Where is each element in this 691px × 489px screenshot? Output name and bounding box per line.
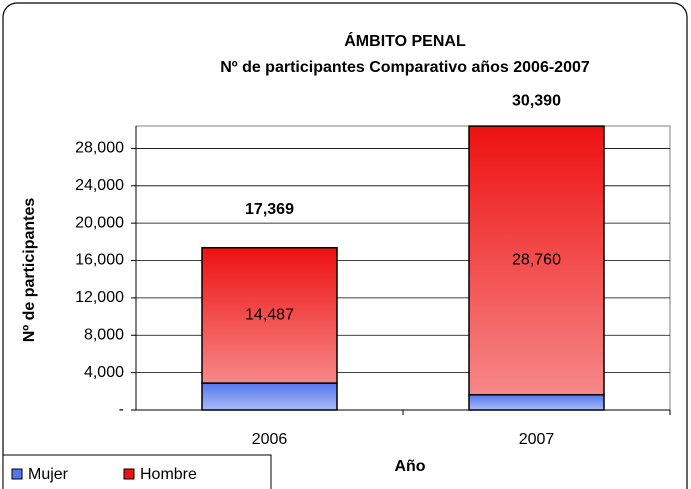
bar-segment — [468, 125, 605, 396]
bar-segment — [201, 246, 338, 384]
y-tick-label: 24,000 — [75, 177, 124, 194]
x-tick-label: 2006 — [252, 431, 288, 448]
legend-swatch — [11, 468, 23, 480]
y-tick-label: 8,000 — [84, 326, 124, 343]
y-tick-label: 28,000 — [75, 140, 124, 157]
legend-swatch — [123, 468, 135, 480]
y-tick-label: 20,000 — [75, 214, 124, 231]
chart-subtitle: Nº de participantes Comparativo años 200… — [220, 59, 590, 76]
chart-title: ÁMBITO PENAL — [344, 31, 466, 50]
data-label: 14,487 — [245, 307, 294, 324]
y-tick-label: 12,000 — [75, 289, 124, 306]
total-label: 17,369 — [245, 201, 294, 218]
legend-box — [2, 454, 272, 489]
legend-label: Mujer — [28, 466, 69, 483]
total-label: 30,390 — [512, 92, 561, 109]
data-label: 28,760 — [512, 252, 561, 269]
y-tick-label: - — [119, 401, 124, 418]
x-axis-title: Año — [394, 458, 425, 475]
y-axis-title: Nº de participantes — [21, 198, 38, 343]
y-tick-label: 16,000 — [75, 252, 124, 269]
x-tick-label: 2007 — [519, 431, 555, 448]
y-tick-label: 4,000 — [84, 364, 124, 381]
legend-label: Hombre — [140, 466, 197, 483]
bar-segment — [468, 394, 605, 411]
bar-segment — [201, 382, 338, 411]
